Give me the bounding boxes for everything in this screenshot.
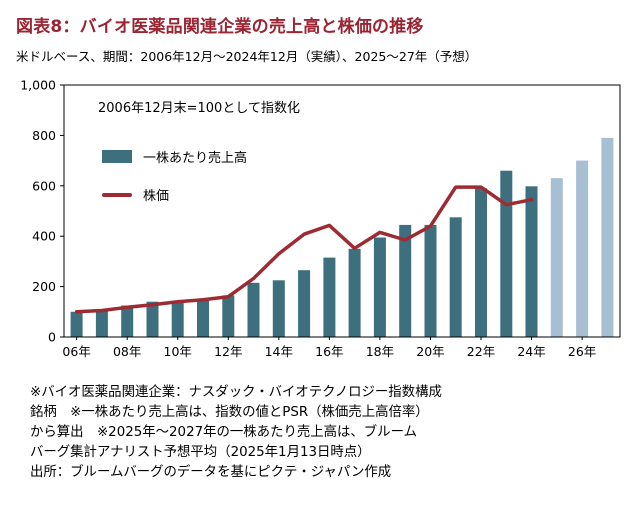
svg-text:10年: 10年 bbox=[164, 344, 192, 359]
legend-line-swatch bbox=[102, 192, 132, 197]
source-line: 出所：ブルームバーグのデータを基にピクテ・ジャパン作成 bbox=[30, 465, 392, 481]
legend-price-label: 株価 bbox=[143, 189, 170, 204]
svg-text:800: 800 bbox=[32, 128, 56, 143]
footnote-line: から算出 ※2025年～2027年の一株あたり売上高は、ブルーム bbox=[30, 425, 417, 441]
footnote-line: バーグ集計アナリスト予想平均（2025年1月13日時点） bbox=[30, 445, 371, 461]
chart: 0 200 400 600 800 1,000 06年 08年 10年 12年 14年 16年 18年 2… bbox=[14, 77, 626, 369]
svg-text:1,000: 1,000 bbox=[20, 78, 56, 93]
svg-text:24年: 24年 bbox=[517, 344, 545, 359]
svg-text:14年: 14年 bbox=[265, 344, 293, 359]
svg-text:22年: 22年 bbox=[467, 344, 495, 359]
svg-text:20年: 20年 bbox=[416, 344, 444, 359]
page-subtitle: 米ドルベース、期間：2006年12月～2024年12月（実績）、2025～27年… bbox=[16, 49, 478, 64]
legend-item-revenue: 一株あたり売上高 bbox=[102, 147, 247, 166]
svg-text:600: 600 bbox=[32, 178, 56, 193]
chart-svg: 0 200 400 600 800 1,000 06年 08年 10年 12年 14年 16年 18年 2… bbox=[20, 78, 621, 359]
chart-annotation: 2006年12月末=100として指数化 bbox=[98, 101, 300, 116]
svg-text:26年: 26年 bbox=[568, 344, 596, 359]
legend-bar-swatch bbox=[102, 150, 132, 163]
page-title: 図表8：バイオ医薬品関連企業の売上高と株価の推移 bbox=[16, 17, 424, 37]
page: 図表8：バイオ医薬品関連企業の売上高と株価の推移 米ドルベース、期間：2006年… bbox=[14, 17, 627, 484]
legend-revenue-label: 一株あたり売上高 bbox=[143, 151, 248, 166]
svg-text:16年: 16年 bbox=[315, 344, 343, 359]
chart-legend: 一株あたり売上高 株価 bbox=[102, 147, 247, 204]
svg-text:18年: 18年 bbox=[366, 344, 394, 359]
footnote-line: 銘柄 ※一株あたり売上高は、指数の値とPSR（株価売上高倍率） bbox=[30, 405, 429, 421]
svg-text:0: 0 bbox=[48, 330, 56, 345]
svg-text:06年: 06年 bbox=[62, 344, 90, 359]
legend-item-price: 株価 bbox=[102, 185, 247, 204]
svg-text:08年: 08年 bbox=[113, 344, 141, 359]
svg-text:12年: 12年 bbox=[214, 344, 242, 359]
svg-text:200: 200 bbox=[32, 279, 56, 294]
svg-text:400: 400 bbox=[32, 229, 56, 244]
footnotes: ※バイオ医薬品関連企業：ナスダック・バイオテクノロジー指数構成 銘柄 ※一株あた… bbox=[30, 383, 627, 484]
footnote-line: ※バイオ医薬品関連企業：ナスダック・バイオテクノロジー指数構成 bbox=[30, 385, 442, 400]
